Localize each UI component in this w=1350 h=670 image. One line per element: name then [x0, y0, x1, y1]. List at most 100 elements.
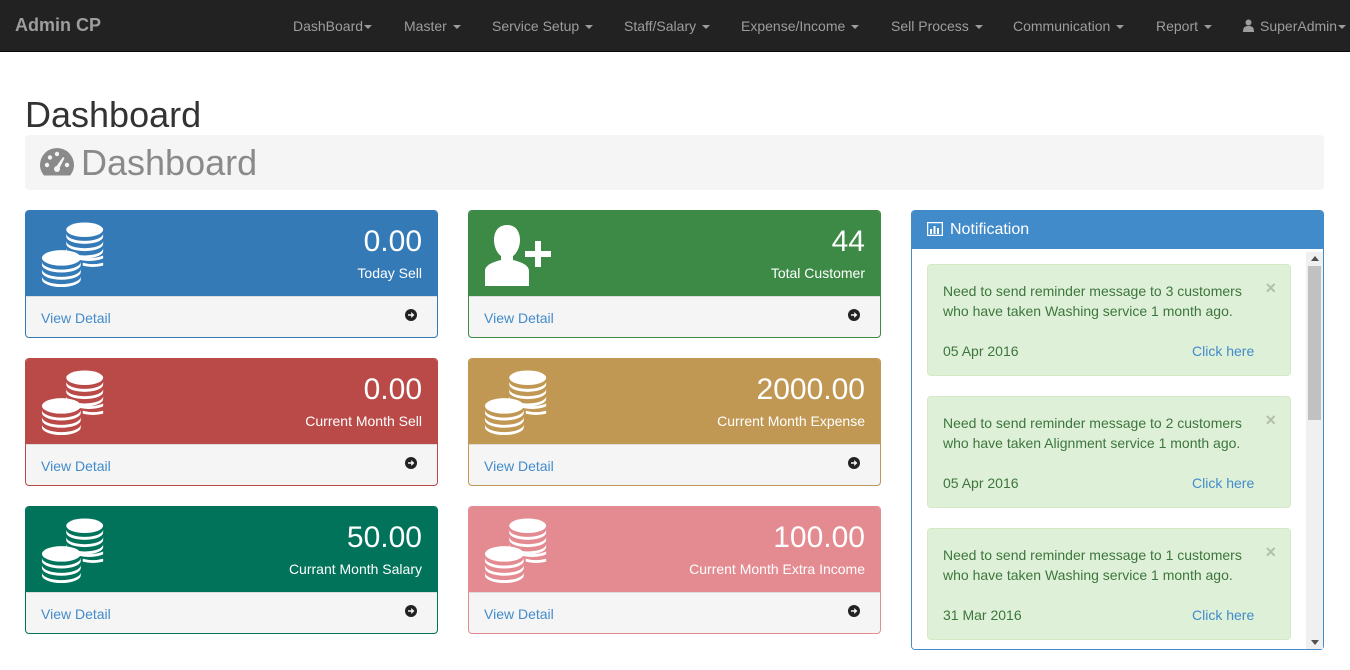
caret-down-icon — [702, 25, 711, 30]
nav-label: Expense/Income — [741, 18, 846, 34]
caret-down-icon — [1116, 25, 1125, 30]
notification-item: Need to send reminder message to 2 custo… — [927, 396, 1291, 508]
nav-item-dashboard[interactable]: DashBoard — [293, 18, 373, 34]
caret-down-icon — [974, 25, 983, 30]
close-icon[interactable]: × — [1265, 410, 1276, 430]
notification-panel: Notification Need to send reminder messa… — [911, 210, 1324, 650]
nav-item-sell-process[interactable]: Sell Process — [891, 18, 983, 34]
top-navbar: Admin CP DashBoard Master Service Setup … — [0, 0, 1350, 52]
arrow-circle-right-icon[interactable] — [405, 605, 417, 617]
notification-message: Need to send reminder message to 2 custo… — [943, 415, 1242, 451]
notification-item: Need to send reminder message to 1 custo… — [927, 528, 1291, 640]
card-label: Today Sell — [357, 265, 422, 281]
notification-panel-title: Notification — [950, 221, 1030, 238]
nav-item-communication[interactable]: Communication — [1013, 18, 1125, 34]
nav-item-user-menu[interactable]: SuperAdmin — [1243, 18, 1347, 34]
card-header: 44 Total Customer — [469, 211, 880, 296]
view-detail-link[interactable]: View Detail — [484, 606, 554, 622]
card-label: Total Customer — [770, 265, 865, 281]
nav-label: SuperAdmin — [1260, 18, 1338, 34]
bar-chart-icon — [927, 222, 943, 236]
notification-message: Need to send reminder message to 3 custo… — [943, 283, 1242, 319]
card-header: 0.00 Today Sell — [26, 211, 437, 296]
card-value: 2000.00 — [756, 373, 865, 406]
caret-down-icon — [1338, 25, 1347, 30]
card-label: Current Month Expense — [717, 413, 865, 429]
close-icon[interactable]: × — [1265, 542, 1276, 562]
card-footer[interactable]: View Detail — [26, 296, 437, 337]
user-icon — [1243, 19, 1254, 32]
nav-label: DashBoard — [293, 18, 364, 34]
coins-icon — [40, 369, 108, 437]
notification-list: Need to send reminder message to 3 custo… — [912, 249, 1323, 649]
nav-item-master[interactable]: Master — [404, 18, 461, 34]
view-detail-link[interactable]: View Detail — [484, 310, 554, 326]
notification-date: 05 Apr 2016 — [943, 343, 1019, 359]
add-user-icon — [485, 225, 551, 286]
scrollbar-thumb[interactable] — [1308, 266, 1321, 420]
caret-down-icon — [1204, 25, 1213, 30]
card-header: 100.00 Current Month Extra Income — [469, 507, 880, 592]
card-footer[interactable]: View Detail — [26, 592, 437, 633]
card-footer[interactable]: View Detail — [469, 444, 880, 485]
close-icon[interactable]: × — [1265, 278, 1276, 298]
nav-item-staff-salary[interactable]: Staff/Salary — [624, 18, 711, 34]
notification-message: Need to send reminder message to 1 custo… — [943, 547, 1242, 583]
scroll-up-icon[interactable] — [1311, 256, 1319, 261]
arrow-circle-right-icon[interactable] — [848, 457, 860, 469]
card-label: Current Month Sell — [305, 413, 422, 429]
card-footer[interactable]: View Detail — [469, 592, 880, 633]
click-here-link[interactable]: Click here — [1192, 343, 1255, 359]
card-value: 44 — [831, 225, 865, 258]
nav-label: Communication — [1013, 18, 1111, 34]
nav-label: Sell Process — [891, 18, 969, 34]
nav-item-report[interactable]: Report — [1156, 18, 1213, 34]
current-month-sell-card: 0.00 Current Month Sell View Detail — [25, 358, 438, 486]
caret-down-icon — [585, 25, 594, 30]
scroll-down-icon[interactable] — [1311, 640, 1319, 645]
click-here-link[interactable]: Click here — [1192, 607, 1255, 623]
card-value: 0.00 — [363, 225, 422, 258]
arrow-circle-right-icon[interactable] — [405, 309, 417, 321]
today-sell-card: 0.00 Today Sell View Detail — [25, 210, 438, 338]
notification-item: Need to send reminder message to 3 custo… — [927, 264, 1291, 376]
view-detail-link[interactable]: View Detail — [41, 458, 111, 474]
notification-scrollbar[interactable] — [1306, 252, 1323, 649]
view-detail-link[interactable]: View Detail — [41, 606, 111, 622]
page-title: Dashboard — [25, 94, 202, 135]
coins-icon — [40, 221, 108, 289]
notification-panel-header: Notification — [912, 211, 1323, 249]
arrow-circle-right-icon[interactable] — [848, 309, 860, 321]
card-footer[interactable]: View Detail — [469, 296, 880, 337]
total-customer-card: 44 Total Customer View Detail — [468, 210, 881, 338]
coins-icon — [483, 517, 551, 585]
caret-down-icon — [851, 25, 860, 30]
card-label: Currant Month Salary — [288, 561, 422, 577]
current-month-extra-income-card: 100.00 Current Month Extra Income View D… — [468, 506, 881, 634]
card-header: 50.00 Currant Month Salary — [26, 507, 437, 592]
nav-label: Master — [404, 18, 447, 34]
nav-label: Staff/Salary — [624, 18, 697, 34]
click-here-link[interactable]: Click here — [1192, 475, 1255, 491]
view-detail-link[interactable]: View Detail — [484, 458, 554, 474]
coins-icon — [40, 517, 108, 585]
nav-item-service-setup[interactable]: Service Setup — [492, 18, 594, 34]
nav-label: Service Setup — [492, 18, 580, 34]
view-detail-link[interactable]: View Detail — [41, 310, 111, 326]
nav-label: Report — [1156, 18, 1199, 34]
card-value: 0.00 — [363, 373, 422, 406]
breadcrumb: Dashboard — [25, 135, 1324, 190]
dashboard-gauge-icon — [40, 148, 74, 176]
card-footer[interactable]: View Detail — [26, 444, 437, 485]
card-header: 2000.00 Current Month Expense — [469, 359, 880, 444]
card-label: Current Month Extra Income — [689, 561, 865, 577]
caret-down-icon — [452, 25, 461, 30]
arrow-circle-right-icon[interactable] — [405, 457, 417, 469]
brand-link[interactable]: Admin CP — [15, 15, 102, 35]
coins-icon — [483, 369, 551, 437]
notification-date: 31 Mar 2016 — [943, 607, 1022, 623]
arrow-circle-right-icon[interactable] — [848, 605, 860, 617]
card-value: 50.00 — [346, 521, 422, 554]
nav-item-expense-income[interactable]: Expense/Income — [741, 18, 860, 34]
notification-date: 05 Apr 2016 — [943, 475, 1019, 491]
